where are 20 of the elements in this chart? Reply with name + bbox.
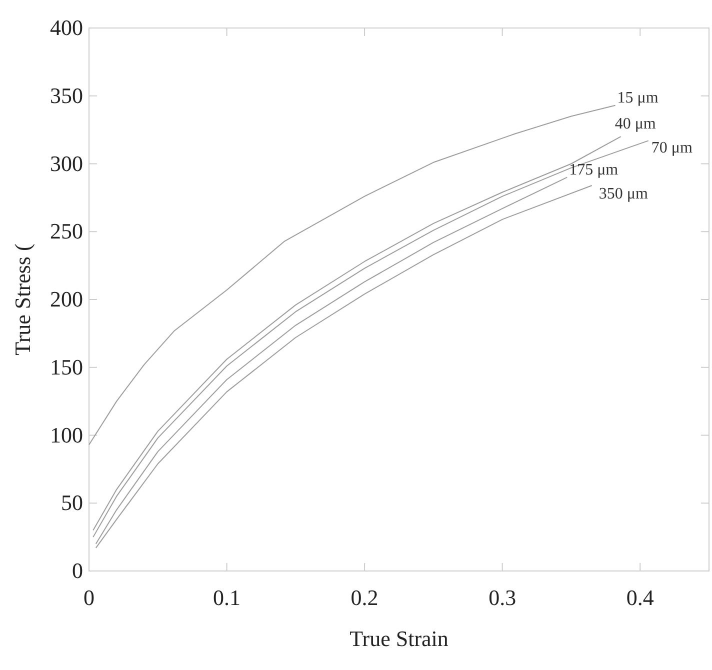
series-label: 350 μm	[598, 185, 648, 202]
series-label: 40 μm	[614, 116, 656, 133]
x-tick-label: 0.1	[213, 585, 241, 610]
x-tick-label: 0.2	[350, 585, 378, 610]
x-tick-label: 0.4	[626, 585, 654, 610]
x-tick-label: 0.3	[488, 585, 516, 610]
y-tick-label: 400	[50, 15, 83, 40]
y-tick-label: 0	[72, 558, 83, 583]
y-tick-label: 100	[50, 422, 83, 448]
y-axis-title: True Stress (	[10, 244, 35, 356]
x-axis-title: True Strain	[350, 626, 448, 651]
y-tick-label: 150	[50, 354, 83, 380]
series-label: 70 μm	[651, 140, 693, 157]
series-label: 15 μm	[617, 89, 659, 106]
y-tick-label: 250	[50, 218, 83, 244]
y-tick-label: 50	[61, 490, 83, 516]
series-label: 175 μm	[569, 161, 619, 178]
y-tick-label: 200	[50, 286, 83, 312]
y-tick-label: 300	[50, 150, 83, 176]
y-tick-label: 350	[50, 82, 83, 108]
